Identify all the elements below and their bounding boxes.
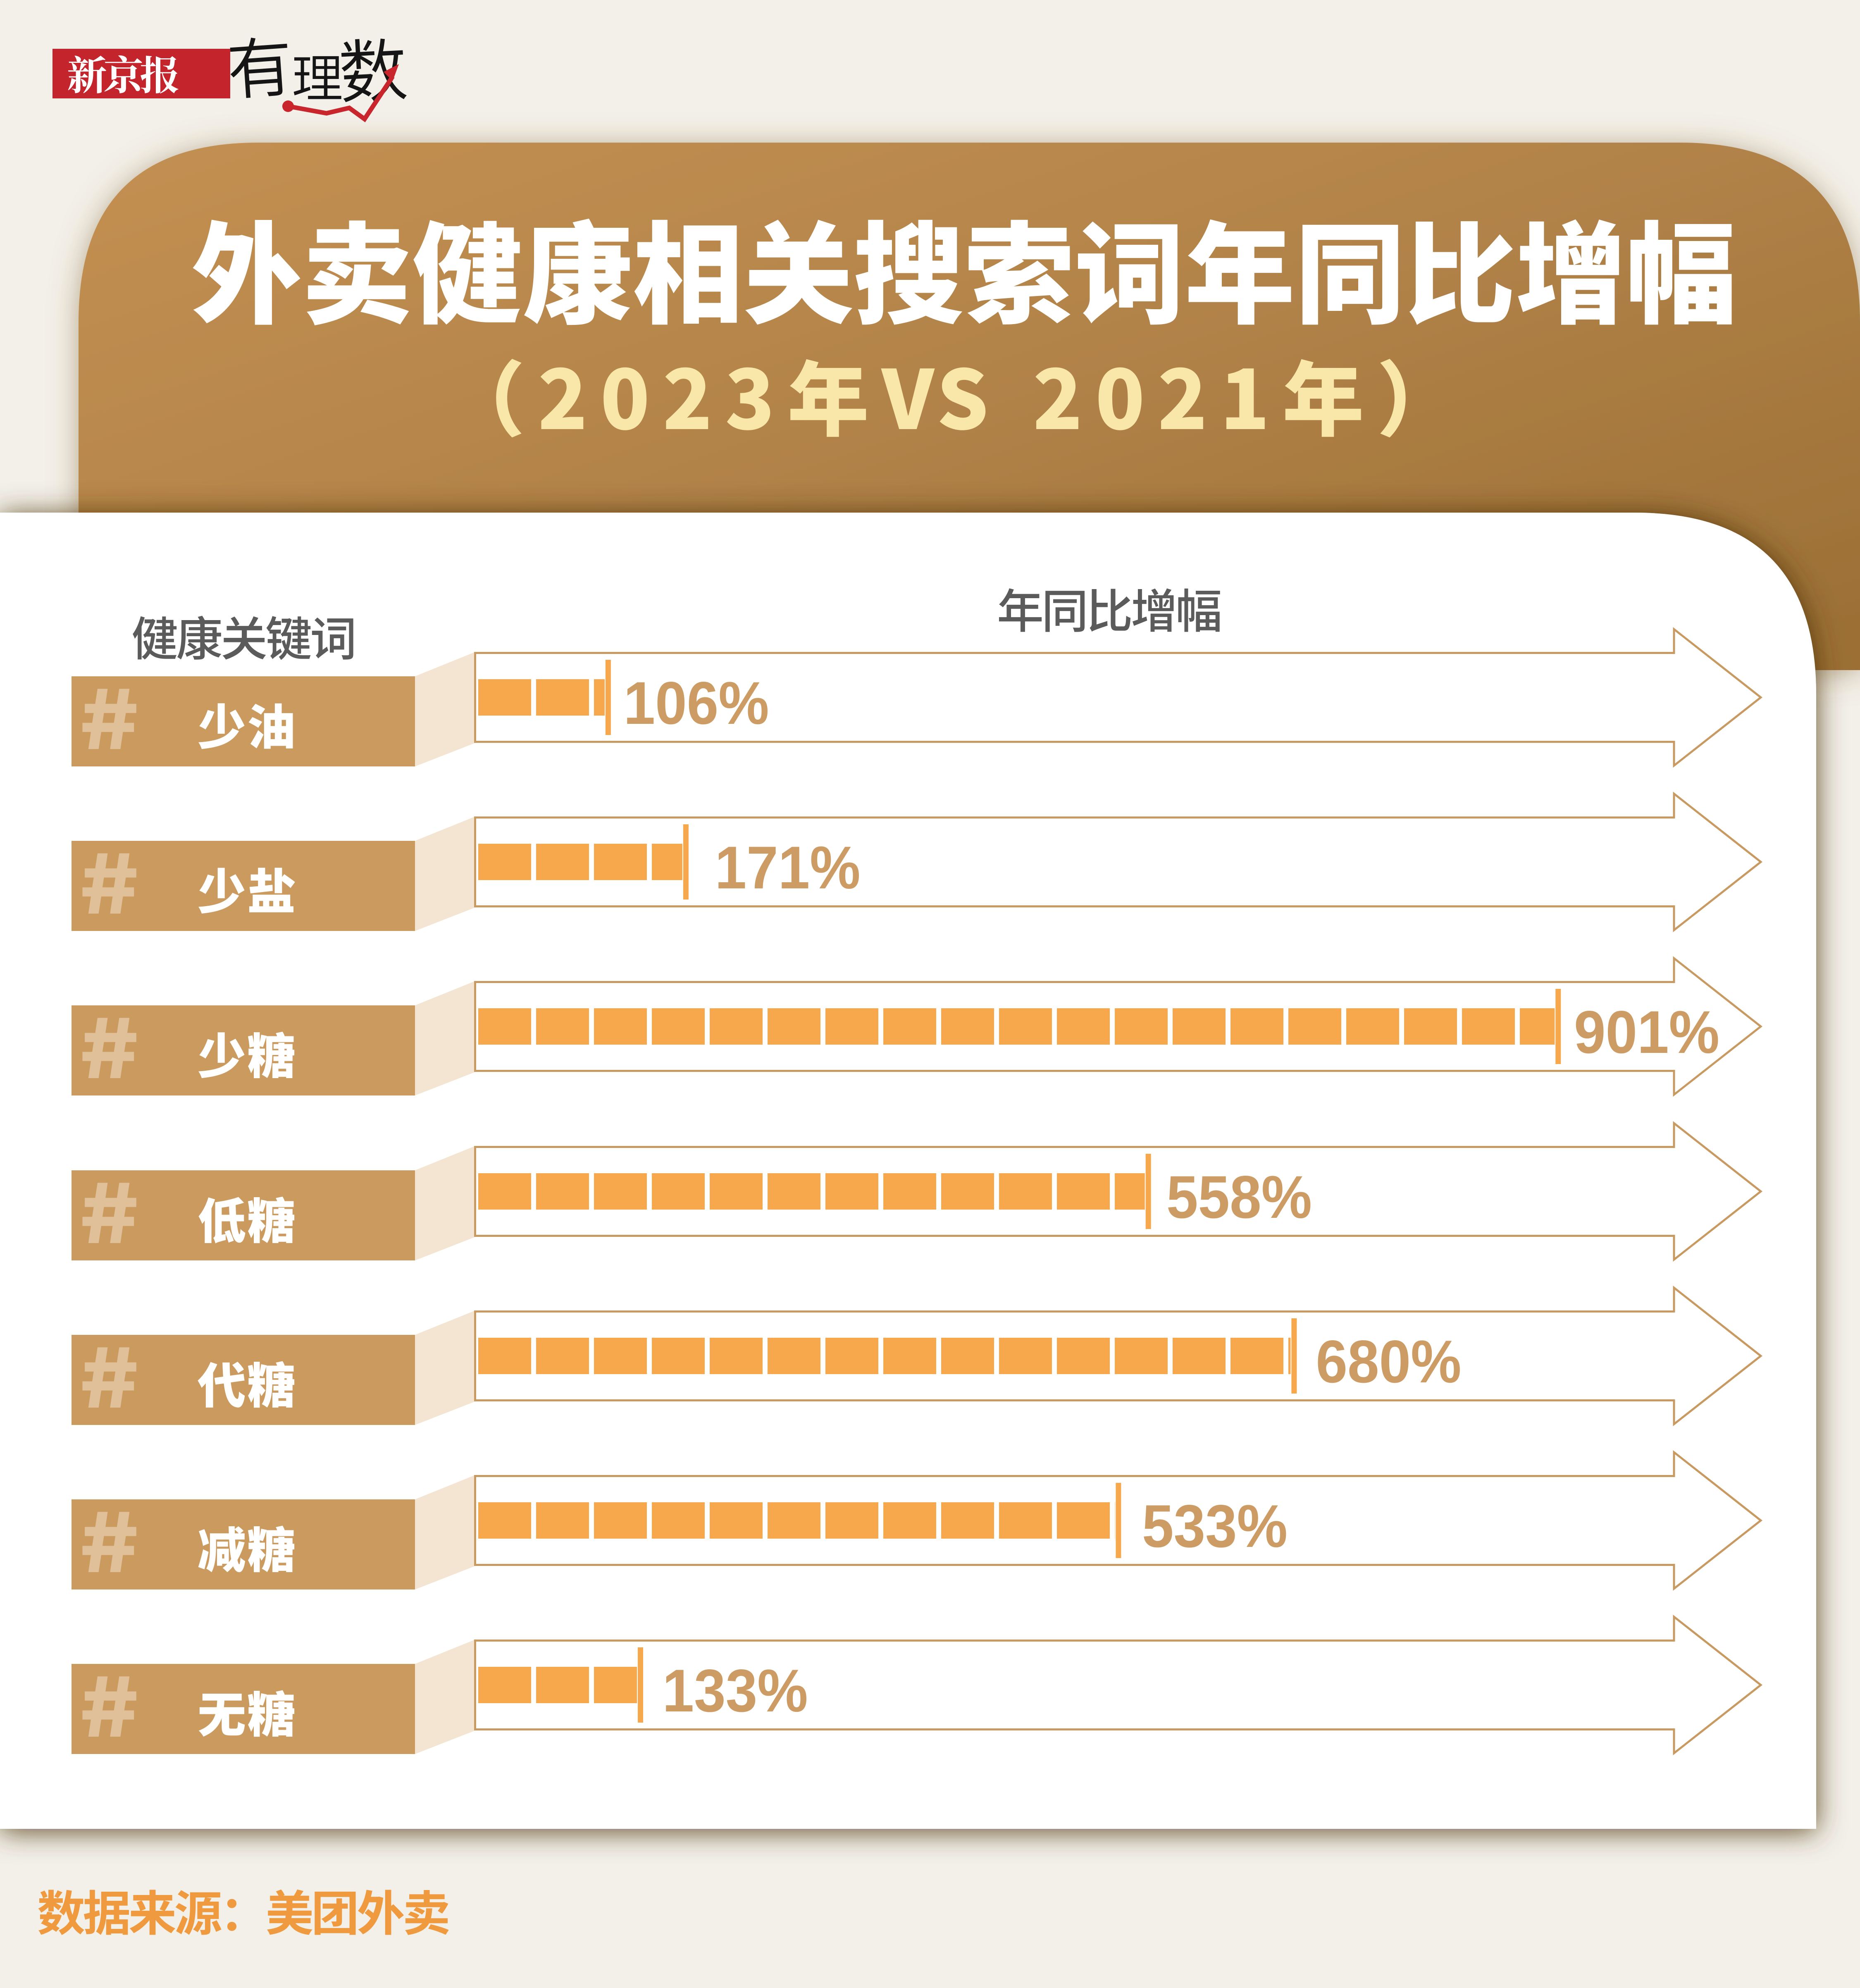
svg-text:有: 有 xyxy=(224,14,296,113)
svg-text:少糖: 少糖 xyxy=(198,1017,297,1088)
svg-text:#: # xyxy=(79,1314,140,1431)
svg-text:年同比增幅: 年同比增幅 xyxy=(997,574,1220,642)
svg-text:133%: 133% xyxy=(663,1657,808,1724)
svg-text:901%: 901% xyxy=(1574,998,1719,1066)
svg-text:外卖健康相关搜索词年同比增幅: 外卖健康相关搜索词年同比增幅 xyxy=(191,186,1736,346)
svg-text:558%: 558% xyxy=(1166,1163,1312,1231)
svg-text:减糖: 减糖 xyxy=(198,1511,297,1582)
svg-text:数: 数 xyxy=(336,14,410,117)
svg-text:少盐: 少盐 xyxy=(198,853,297,923)
svg-text:无糖: 无糖 xyxy=(198,1676,297,1746)
svg-text:533%: 533% xyxy=(1142,1492,1288,1560)
svg-text:新京报: 新京报 xyxy=(67,43,179,101)
svg-text:#: # xyxy=(79,1149,140,1267)
svg-text:171%: 171% xyxy=(715,834,861,901)
svg-text:（2023年VS 2021年）: （2023年VS 2021年） xyxy=(444,334,1471,453)
svg-text:#: # xyxy=(79,984,140,1102)
svg-text:680%: 680% xyxy=(1316,1328,1462,1395)
svg-text:少油: 少油 xyxy=(198,688,297,759)
svg-text:理: 理 xyxy=(292,37,343,112)
svg-text:106%: 106% xyxy=(624,669,769,737)
svg-text:健康关键词: 健康关键词 xyxy=(131,601,355,669)
svg-text:低糖: 低糖 xyxy=(198,1182,297,1253)
svg-text:#: # xyxy=(79,1478,140,1596)
svg-text:数据来源：美团外卖: 数据来源：美团外卖 xyxy=(37,1875,449,1945)
svg-text:#: # xyxy=(79,655,140,773)
svg-text:#: # xyxy=(79,820,140,937)
svg-text:#: # xyxy=(79,1643,140,1760)
svg-text:代糖: 代糖 xyxy=(198,1347,297,1417)
